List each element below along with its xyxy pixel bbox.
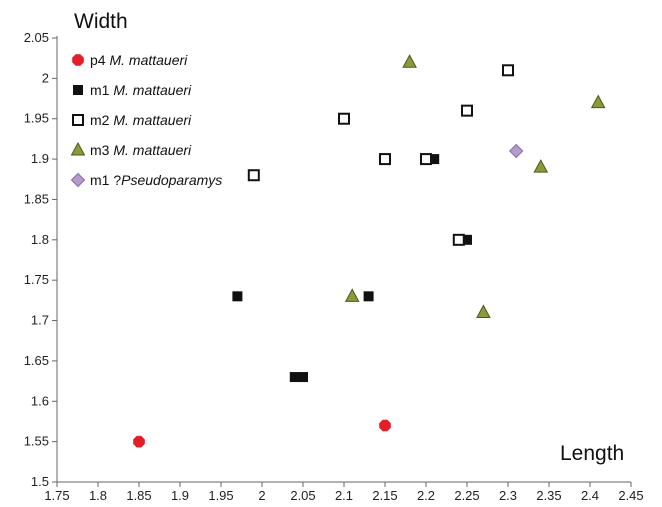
data-point-series-2 — [462, 234, 472, 245]
x-tick-label: 1.75 — [44, 488, 69, 503]
x-tick-label: 2.15 — [372, 488, 397, 503]
data-point-series-4 — [533, 159, 549, 173]
x-tick-label: 2.1 — [335, 488, 353, 503]
legend-label-prefix: m2 — [90, 112, 113, 128]
data-point-series-3 — [247, 169, 260, 182]
x-tick-label: 2.05 — [290, 488, 315, 503]
data-point-series-5 — [508, 143, 524, 159]
x-axis-label: Length — [560, 442, 624, 465]
legend-marker-3 — [72, 114, 84, 126]
data-point-series-3 — [338, 112, 350, 125]
x-tick-label: 1.8 — [89, 488, 107, 503]
legend-label-taxon: M. mattaueri — [109, 52, 188, 68]
legend-marker-2 — [73, 85, 83, 95]
axes — [52, 36, 632, 487]
data-point-series-2 — [298, 372, 308, 383]
legend-label-prefix: m1 ? — [90, 172, 121, 188]
data-point-series-3 — [420, 153, 432, 166]
legend-entry-2: m1 M. mattaueri — [90, 82, 192, 98]
legend-label-prefix: m3 — [90, 142, 113, 158]
legend-entry-1: p4 M. mattaueri — [90, 52, 188, 68]
x-tick-label: 2.2 — [417, 488, 435, 503]
x-tick-label: 2.3 — [499, 488, 517, 503]
y-tick-label: 1.9 — [31, 151, 49, 166]
data-point-series-4 — [476, 304, 491, 318]
x-tick-label: 2 — [258, 488, 265, 503]
data-point-series-4 — [344, 288, 360, 302]
data-point-series-2 — [289, 372, 300, 383]
y-tick-label: 1.95 — [24, 111, 49, 126]
x-tick-label: 1.85 — [126, 488, 151, 503]
data-point-series-4 — [402, 54, 417, 68]
x-tick-label: 2.35 — [536, 488, 561, 503]
legend-entry-3: m2 M. mattaueri — [90, 112, 192, 128]
legend-label-taxon: M. mattaueri — [113, 142, 192, 158]
data-point-series-3 — [461, 104, 473, 117]
y-tick-label: 2 — [42, 70, 49, 85]
legend-marker-1 — [72, 54, 84, 66]
y-axis-label: Width — [74, 10, 128, 33]
y-tick-label: 1.65 — [24, 353, 49, 368]
y-tick-label: 1.5 — [31, 474, 49, 489]
y-tick-label: 1.85 — [24, 191, 49, 206]
data-points — [133, 54, 606, 448]
data-point-series-1 — [379, 419, 391, 432]
legend-entry-4: m3 M. mattaueri — [90, 142, 192, 158]
x-tick-label: 2.45 — [618, 488, 643, 503]
legend-marker-5 — [70, 172, 86, 188]
y-tick-label: 1.7 — [31, 313, 49, 328]
legend-label-prefix: p4 — [90, 52, 109, 68]
data-point-series-2 — [363, 291, 374, 302]
legend-label-taxon: Pseudoparamys — [121, 172, 222, 188]
x-tick-label: 1.9 — [171, 488, 189, 503]
data-point-series-4 — [590, 94, 606, 109]
data-point-series-2 — [232, 291, 243, 302]
y-tick-label: 1.55 — [24, 434, 49, 449]
data-point-series-3 — [502, 64, 514, 77]
data-point-series-3 — [379, 153, 391, 166]
legend-entry-5: m1 ?Pseudoparamys — [90, 172, 222, 188]
data-point-series-2 — [429, 154, 440, 165]
x-tick-label: 2.25 — [454, 488, 479, 503]
x-tick-label: 1.95 — [208, 488, 233, 503]
y-tick-label: 1.6 — [31, 393, 49, 408]
data-point-series-3 — [452, 233, 465, 246]
data-point-series-1 — [133, 435, 145, 448]
x-tick-label: 2.4 — [581, 488, 599, 503]
legend-marker-4 — [70, 141, 86, 156]
legend-label-prefix: m1 — [90, 82, 113, 98]
legend-label-taxon: M. mattaueri — [113, 112, 192, 128]
y-tick-label: 1.8 — [31, 232, 49, 247]
y-tick-label: 1.75 — [24, 272, 49, 287]
legend-label-taxon: M. mattaueri — [113, 82, 192, 98]
y-tick-label: 2.05 — [24, 30, 49, 45]
tick-labels: 1.75 1.8 1.85 1.9 1.95 2 2.05 2.1 2.15 2.2 2.25 2.3… — [24, 30, 644, 503]
